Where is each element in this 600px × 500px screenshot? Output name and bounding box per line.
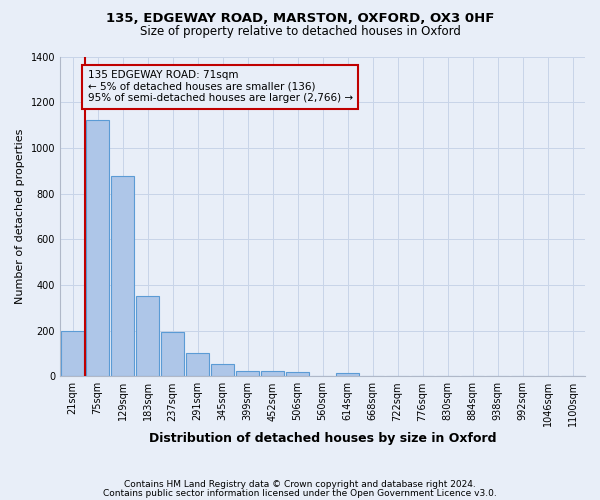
Text: 135, EDGEWAY ROAD, MARSTON, OXFORD, OX3 0HF: 135, EDGEWAY ROAD, MARSTON, OXFORD, OX3 … bbox=[106, 12, 494, 26]
Bar bbox=[110, 176, 134, 376]
Y-axis label: Number of detached properties: Number of detached properties bbox=[15, 128, 25, 304]
Bar bbox=[61, 332, 85, 376]
Text: 135 EDGEWAY ROAD: 71sqm
← 5% of detached houses are smaller (136)
95% of semi-de: 135 EDGEWAY ROAD: 71sqm ← 5% of detached… bbox=[88, 70, 353, 103]
Bar bbox=[211, 364, 235, 376]
Text: Contains HM Land Registry data © Crown copyright and database right 2024.: Contains HM Land Registry data © Crown c… bbox=[124, 480, 476, 489]
Bar bbox=[161, 332, 184, 376]
Bar bbox=[236, 371, 259, 376]
Bar bbox=[86, 120, 109, 376]
Bar bbox=[185, 354, 209, 376]
Bar bbox=[260, 372, 284, 376]
X-axis label: Distribution of detached houses by size in Oxford: Distribution of detached houses by size … bbox=[149, 432, 496, 445]
Text: Contains public sector information licensed under the Open Government Licence v3: Contains public sector information licen… bbox=[103, 488, 497, 498]
Bar bbox=[136, 296, 160, 376]
Bar bbox=[286, 372, 310, 376]
Bar bbox=[335, 374, 359, 376]
Text: Size of property relative to detached houses in Oxford: Size of property relative to detached ho… bbox=[140, 25, 460, 38]
